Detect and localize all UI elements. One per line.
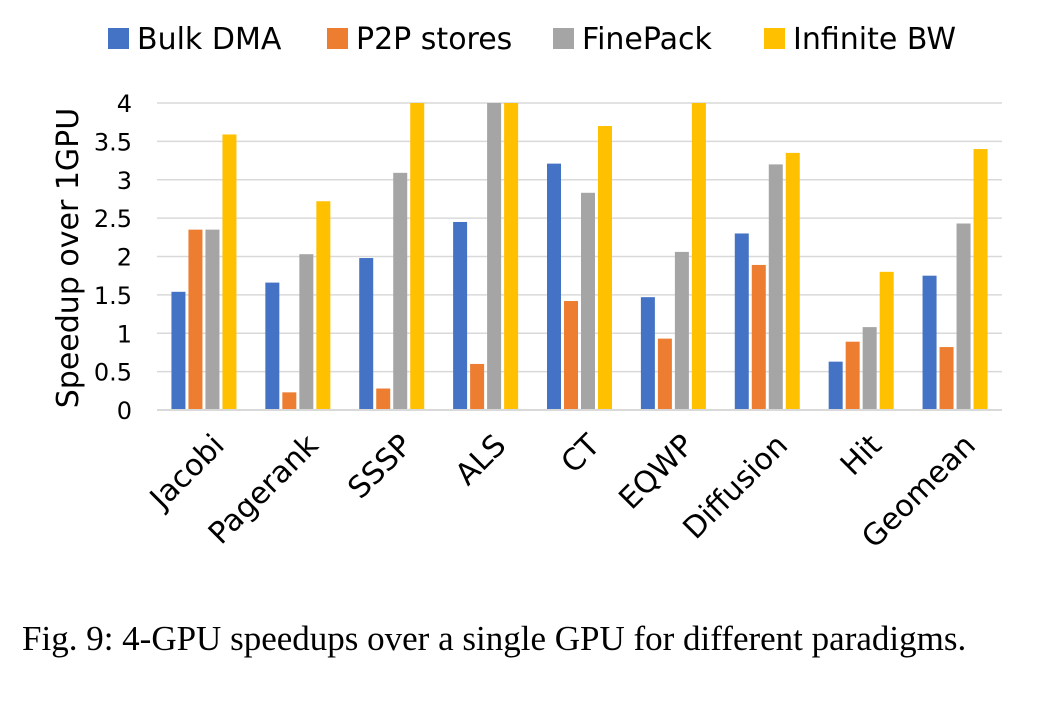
bar-finepack-ct xyxy=(581,192,595,410)
legend-label: Infinite BW xyxy=(793,22,956,57)
y-tick-label: 1.5 xyxy=(94,282,132,310)
x-tick-label: Diffusion xyxy=(677,428,795,546)
bars xyxy=(171,103,988,411)
bar-finepack-geomean xyxy=(956,223,971,410)
bar-bulk-dma-jacobi xyxy=(171,291,186,410)
y-tick-label: 1 xyxy=(117,320,132,348)
bar-p2p-stores-ct xyxy=(564,301,578,410)
bar-finepack-pagerank xyxy=(299,254,314,410)
x-tick-label: EQWP xyxy=(612,428,701,517)
legend-swatch xyxy=(764,28,785,49)
x-tick-label: Jacobi xyxy=(142,428,231,517)
bar-infinite-bw-pagerank xyxy=(316,201,331,410)
bar-infinite-bw-sssp xyxy=(410,103,425,410)
legend-swatch xyxy=(553,28,574,49)
x-tick-label: ALS xyxy=(449,428,514,493)
bar-bulk-dma-geomean xyxy=(922,275,937,410)
bar-infinite-bw-eqwp xyxy=(691,103,706,410)
bar-finepack-eqwp xyxy=(674,251,689,410)
legend-swatch xyxy=(327,28,348,49)
legend-label: Bulk DMA xyxy=(137,22,282,57)
x-tick-label: SSSP xyxy=(341,428,419,506)
y-tick-label: 0 xyxy=(117,397,132,425)
bar-bulk-dma-diffusion xyxy=(734,233,749,410)
chart-legend: Bulk DMA P2P stores FinePack Infinite BW xyxy=(108,22,956,57)
bar-bulk-dma-eqwp xyxy=(640,297,655,410)
y-tick-label: 3 xyxy=(117,167,132,195)
bar-p2p-stores-sssp xyxy=(376,388,391,410)
y-tick-label: 3.5 xyxy=(94,128,132,156)
legend-label: P2P stores xyxy=(356,22,512,57)
y-axis-label: Speedup over 1GPU xyxy=(51,108,86,408)
bar-finepack-jacobi xyxy=(205,229,220,410)
bar-p2p-stores-pagerank xyxy=(282,392,297,410)
x-tick-label: Hit xyxy=(834,428,889,483)
bar-finepack-sssp xyxy=(393,172,408,410)
bar-p2p-stores-eqwp xyxy=(657,338,672,410)
bar-p2p-stores-diffusion xyxy=(751,264,766,410)
y-tick-label: 2 xyxy=(117,244,132,272)
figure-caption: Fig. 9: 4-GPU speedups over a single GPU… xyxy=(22,619,967,658)
bar-infinite-bw-diffusion xyxy=(785,152,800,410)
bar-infinite-bw-jacobi xyxy=(222,134,237,410)
x-tick-label: CT xyxy=(555,427,608,480)
y-axis-ticks: 0 0.5 1 1.5 2 2.5 3 3.5 4 xyxy=(94,90,132,425)
bar-finepack-hit xyxy=(862,327,877,410)
bar-infinite-bw-geomean xyxy=(973,149,988,411)
bar-p2p-stores-als xyxy=(470,363,485,410)
bar-bulk-dma-sssp xyxy=(359,258,374,410)
bar-p2p-stores-jacobi xyxy=(188,229,203,410)
bar-p2p-stores-geomean xyxy=(939,347,954,410)
bar-finepack-als xyxy=(487,103,502,410)
bar-bulk-dma-hit xyxy=(828,361,843,410)
legend-label: FinePack xyxy=(582,22,713,57)
bar-infinite-bw-hit xyxy=(879,271,894,410)
bar-chart: Bulk DMA P2P stores FinePack Infinite BW 00… xyxy=(51,22,1002,555)
bar-finepack-diffusion xyxy=(768,164,783,410)
bar-infinite-bw-als xyxy=(504,103,519,410)
y-gridlines xyxy=(157,102,1002,373)
y-tick-label: 4 xyxy=(117,90,132,118)
y-tick-label: 2.5 xyxy=(94,205,132,233)
bar-bulk-dma-pagerank xyxy=(265,282,280,410)
bar-bulk-dma-als xyxy=(453,221,468,410)
bar-infinite-bw-ct xyxy=(598,126,612,411)
bar-bulk-dma-ct xyxy=(547,163,561,410)
bar-p2p-stores-hit xyxy=(845,341,860,410)
legend-swatch xyxy=(108,28,129,49)
y-tick-label: 0.5 xyxy=(94,359,132,387)
